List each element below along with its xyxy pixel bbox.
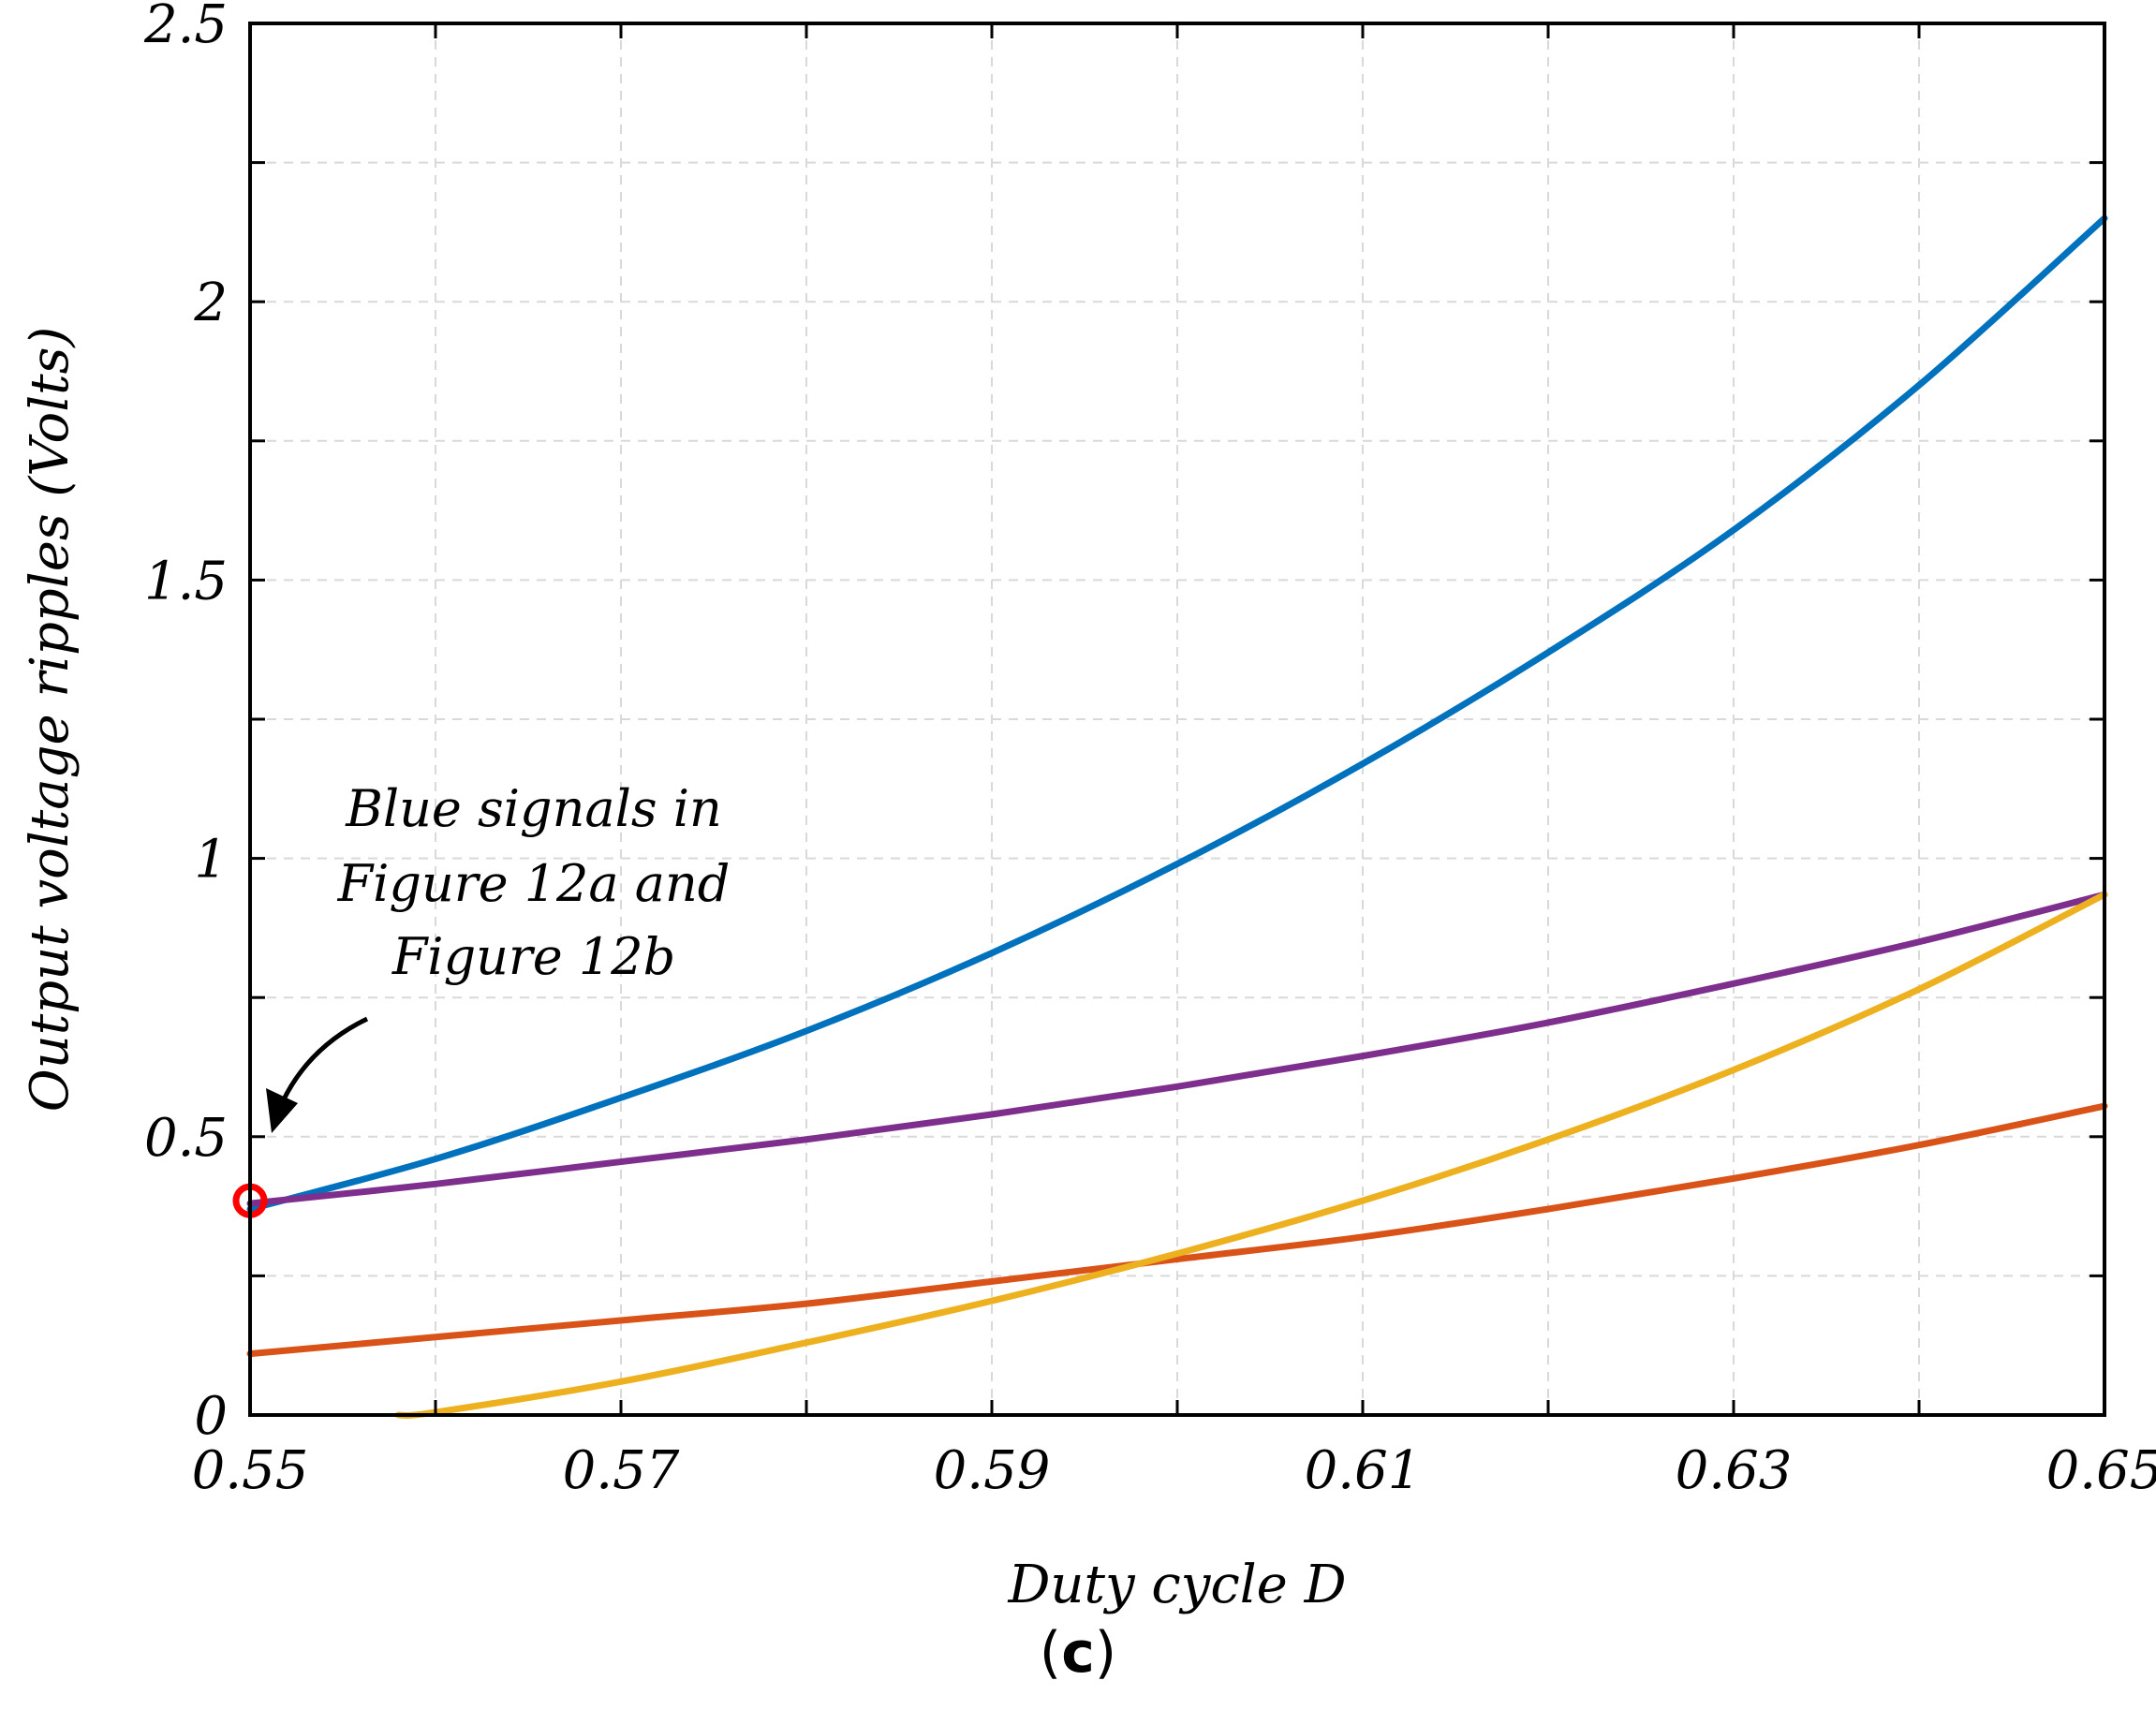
x-tick-label: 0.65 (2046, 1440, 2156, 1501)
x-tick-label: 0.57 (563, 1440, 680, 1501)
annotation-arrow (280, 1016, 369, 1103)
annotation-line-2: Figure 12a and (337, 854, 731, 913)
y-tick-label: 2 (193, 273, 228, 333)
y-tick-label: 1 (194, 830, 228, 891)
series-line-orange (246, 1102, 2108, 1358)
annotation-arrowhead-icon (266, 1088, 298, 1133)
y-tick-label: 0.5 (144, 1108, 228, 1169)
x-tick-label: 0.59 (934, 1440, 1051, 1501)
series-layer (232, 214, 2108, 1420)
y-tick-label: 2.5 (143, 0, 228, 55)
series-line-purple (246, 891, 2108, 1207)
figure-caption: (c) (1040, 1620, 1116, 1686)
tick-labels: 0.55 0.57 0.59 0.61 0.63 0.65 0 0.5 1 1.5 2 2.5 (143, 0, 2156, 1501)
caption-close-paren: ) (1095, 1620, 1116, 1686)
annotation-line-3: Figure 12b (391, 927, 675, 986)
x-tick-label: 0.63 (1676, 1440, 1793, 1501)
y-tick-label: 1.5 (144, 551, 228, 612)
x-tick-label: 0.61 (1305, 1440, 1422, 1501)
caption-open-paren: ( (1040, 1620, 1061, 1686)
y-tick-label: 0 (194, 1386, 228, 1447)
caption-letter: c (1061, 1620, 1095, 1686)
ticks (248, 22, 2106, 1417)
grid (250, 23, 2104, 1415)
x-tick-label: 0.55 (192, 1440, 309, 1501)
x-axis-title: Duty cycle D (1007, 1555, 1346, 1615)
series-line-yellow (394, 891, 2108, 1420)
series-line-blue (246, 214, 2108, 1213)
annotation: Blue signals in Figure 12a and Figure 12… (266, 779, 730, 1133)
y-axis-title: Output voltage ripples (Volts) (20, 327, 81, 1112)
annotation-line-1: Blue signals in (345, 779, 722, 838)
